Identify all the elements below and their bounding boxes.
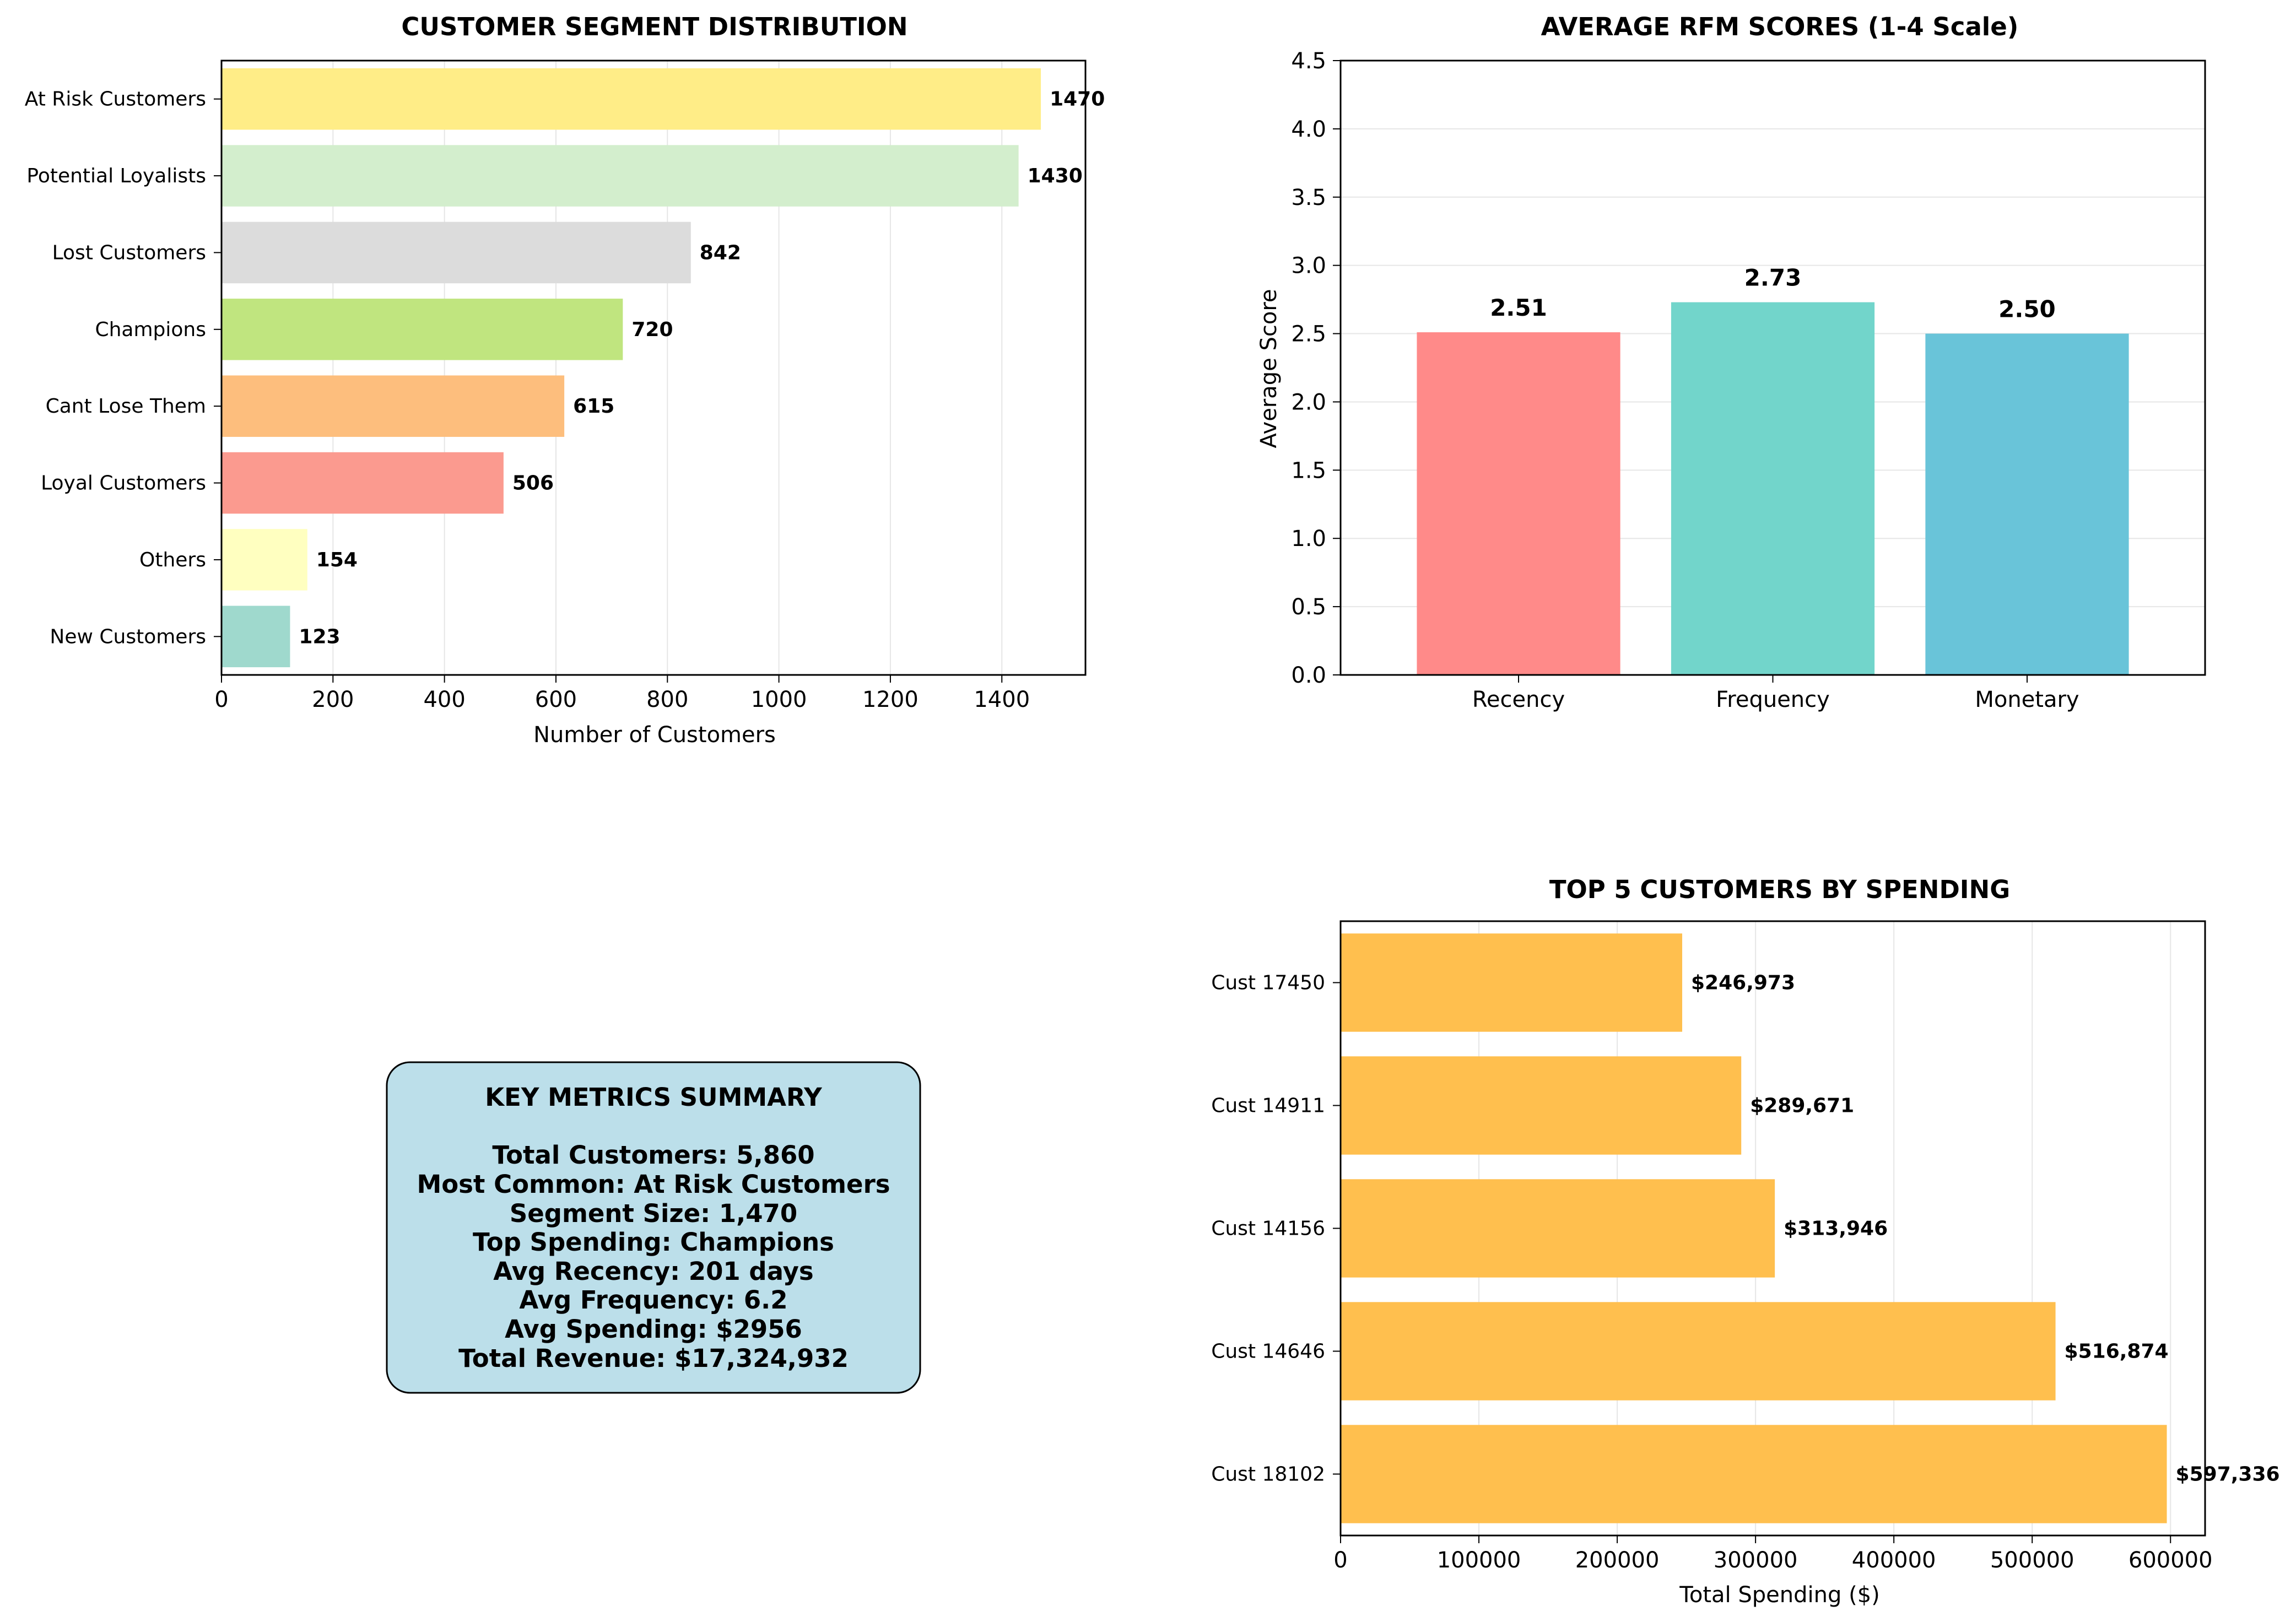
bar bbox=[1341, 1425, 2167, 1523]
x-tick-label: 1000 bbox=[751, 687, 807, 712]
summary-line: Avg Recency: 201 days bbox=[493, 1257, 813, 1286]
key-metrics-summary: KEY METRICS SUMMARY Total Customers: 5,8… bbox=[386, 1061, 921, 1394]
y-tick-label: Cust 14911 bbox=[1211, 1095, 1325, 1117]
bar bbox=[1341, 1056, 1742, 1155]
summary-title: KEY METRICS SUMMARY bbox=[485, 1083, 823, 1112]
segment-distribution-chart: CUSTOMER SEGMENT DISTRIBUTION Number of … bbox=[25, 12, 1105, 748]
data-label: 2.50 bbox=[1998, 296, 2056, 323]
rfm-chart-title: AVERAGE RFM SCORES (1-4 Scale) bbox=[1541, 12, 2019, 41]
data-label: $313,946 bbox=[1784, 1218, 1888, 1240]
bar bbox=[1671, 302, 1875, 675]
data-label: 506 bbox=[512, 472, 554, 495]
y-tick-label: New Customers bbox=[50, 625, 206, 648]
y-tick-label: 2.0 bbox=[1291, 390, 1326, 415]
y-tick-label: Lost Customers bbox=[52, 241, 206, 264]
x-tick-label: 200 bbox=[312, 687, 354, 712]
data-label: 123 bbox=[299, 625, 340, 648]
x-tick-label: 800 bbox=[646, 687, 688, 712]
segment-chart-xlabel: Number of Customers bbox=[533, 722, 776, 748]
summary-box bbox=[386, 1061, 921, 1394]
bar bbox=[1925, 333, 2129, 675]
plot-frame bbox=[220, 60, 1087, 676]
y-tick-label: 3.5 bbox=[1291, 185, 1326, 210]
bar bbox=[222, 529, 307, 591]
data-label: 1430 bbox=[1028, 165, 1083, 187]
summary-line: Segment Size: 1,470 bbox=[510, 1199, 797, 1228]
bar bbox=[222, 299, 623, 360]
x-tick-label: 1400 bbox=[974, 687, 1030, 712]
x-tick-label: 400000 bbox=[1852, 1548, 1936, 1573]
y-tick-label: 4.5 bbox=[1291, 48, 1326, 74]
x-tick-label: 0 bbox=[1333, 1548, 1347, 1573]
x-tick-label: Recency bbox=[1472, 687, 1565, 712]
y-tick-label: At Risk Customers bbox=[25, 88, 206, 111]
plot-frame bbox=[1339, 60, 2206, 676]
y-tick-label: Cant Lose Them bbox=[46, 395, 206, 418]
x-tick-label: 0 bbox=[214, 687, 228, 712]
summary-line: Avg Frequency: 6.2 bbox=[519, 1285, 787, 1315]
x-tick-label: 1200 bbox=[862, 687, 919, 712]
y-tick-label: 0.0 bbox=[1291, 663, 1326, 688]
data-label: 2.73 bbox=[1744, 264, 1802, 291]
y-tick-label: Champions bbox=[95, 318, 206, 341]
bar bbox=[222, 452, 504, 514]
x-tick-label: 300000 bbox=[1714, 1548, 1798, 1573]
y-tick-label: Cust 18102 bbox=[1211, 1463, 1325, 1486]
data-label: $246,973 bbox=[1691, 972, 1795, 994]
summary-line: Most Common: At Risk Customers bbox=[417, 1170, 890, 1199]
data-label: 720 bbox=[631, 318, 673, 341]
x-tick-label: Frequency bbox=[1716, 687, 1830, 712]
data-label: $597,336 bbox=[2176, 1463, 2280, 1486]
data-label: $516,874 bbox=[2065, 1340, 2169, 1363]
y-tick-label: 1.5 bbox=[1291, 458, 1326, 483]
x-tick-label: 100000 bbox=[1437, 1548, 1521, 1573]
summary-line: Total Revenue: $17,324,932 bbox=[458, 1344, 849, 1373]
top-customers-chart-xlabel: Total Spending ($) bbox=[1679, 1582, 1880, 1608]
bar bbox=[222, 605, 290, 668]
summary-line: Avg Spending: $2956 bbox=[505, 1315, 802, 1344]
bar bbox=[222, 68, 1041, 130]
bar bbox=[222, 221, 691, 284]
bar bbox=[1341, 1302, 2056, 1401]
y-tick-label: 0.5 bbox=[1291, 594, 1326, 620]
segment-chart-title: CUSTOMER SEGMENT DISTRIBUTION bbox=[401, 12, 907, 41]
x-tick-label: 400 bbox=[423, 687, 465, 712]
rfm-scores-chart: AVERAGE RFM SCORES (1-4 Scale) Average S… bbox=[1256, 12, 2206, 712]
bar bbox=[1417, 332, 1620, 675]
rfm-chart-ylabel: Average Score bbox=[1256, 289, 1282, 448]
y-tick-label: Cust 17450 bbox=[1211, 972, 1325, 994]
bar bbox=[222, 375, 565, 437]
data-label: 154 bbox=[316, 549, 358, 571]
y-tick-label: 4.0 bbox=[1291, 117, 1326, 142]
x-tick-label: 500000 bbox=[1990, 1548, 2074, 1573]
data-label: $289,671 bbox=[1750, 1095, 1854, 1117]
x-tick-label: 600000 bbox=[2128, 1548, 2213, 1573]
y-tick-label: 2.5 bbox=[1291, 322, 1326, 347]
bar bbox=[1341, 1179, 1775, 1278]
y-tick-label: 3.0 bbox=[1291, 253, 1326, 279]
x-tick-label: Monetary bbox=[1975, 687, 2079, 712]
bar bbox=[1341, 933, 1683, 1032]
y-tick-label: Loyal Customers bbox=[41, 472, 206, 495]
summary-line: Total Customers: 5,860 bbox=[492, 1140, 814, 1170]
x-tick-label: 200000 bbox=[1575, 1548, 1660, 1573]
bar bbox=[222, 145, 1019, 207]
plot-frame bbox=[1339, 920, 2206, 1537]
top-customers-chart-title: TOP 5 CUSTOMERS BY SPENDING bbox=[1549, 875, 2010, 904]
y-tick-label: Others bbox=[139, 549, 206, 571]
summary-line: Top Spending: Champions bbox=[473, 1228, 834, 1257]
top-customers-chart: TOP 5 CUSTOMERS BY SPENDING Total Spendi… bbox=[1211, 875, 2279, 1608]
y-tick-label: Cust 14156 bbox=[1211, 1218, 1325, 1240]
data-label: 615 bbox=[573, 395, 614, 418]
data-label: 2.51 bbox=[1490, 294, 1547, 321]
y-tick-label: Potential Loyalists bbox=[26, 165, 206, 187]
y-tick-label: Cust 14646 bbox=[1211, 1340, 1325, 1363]
y-tick-label: 1.0 bbox=[1291, 526, 1326, 552]
data-label: 1470 bbox=[1050, 88, 1105, 111]
x-tick-label: 600 bbox=[535, 687, 577, 712]
data-label: 842 bbox=[700, 241, 741, 264]
